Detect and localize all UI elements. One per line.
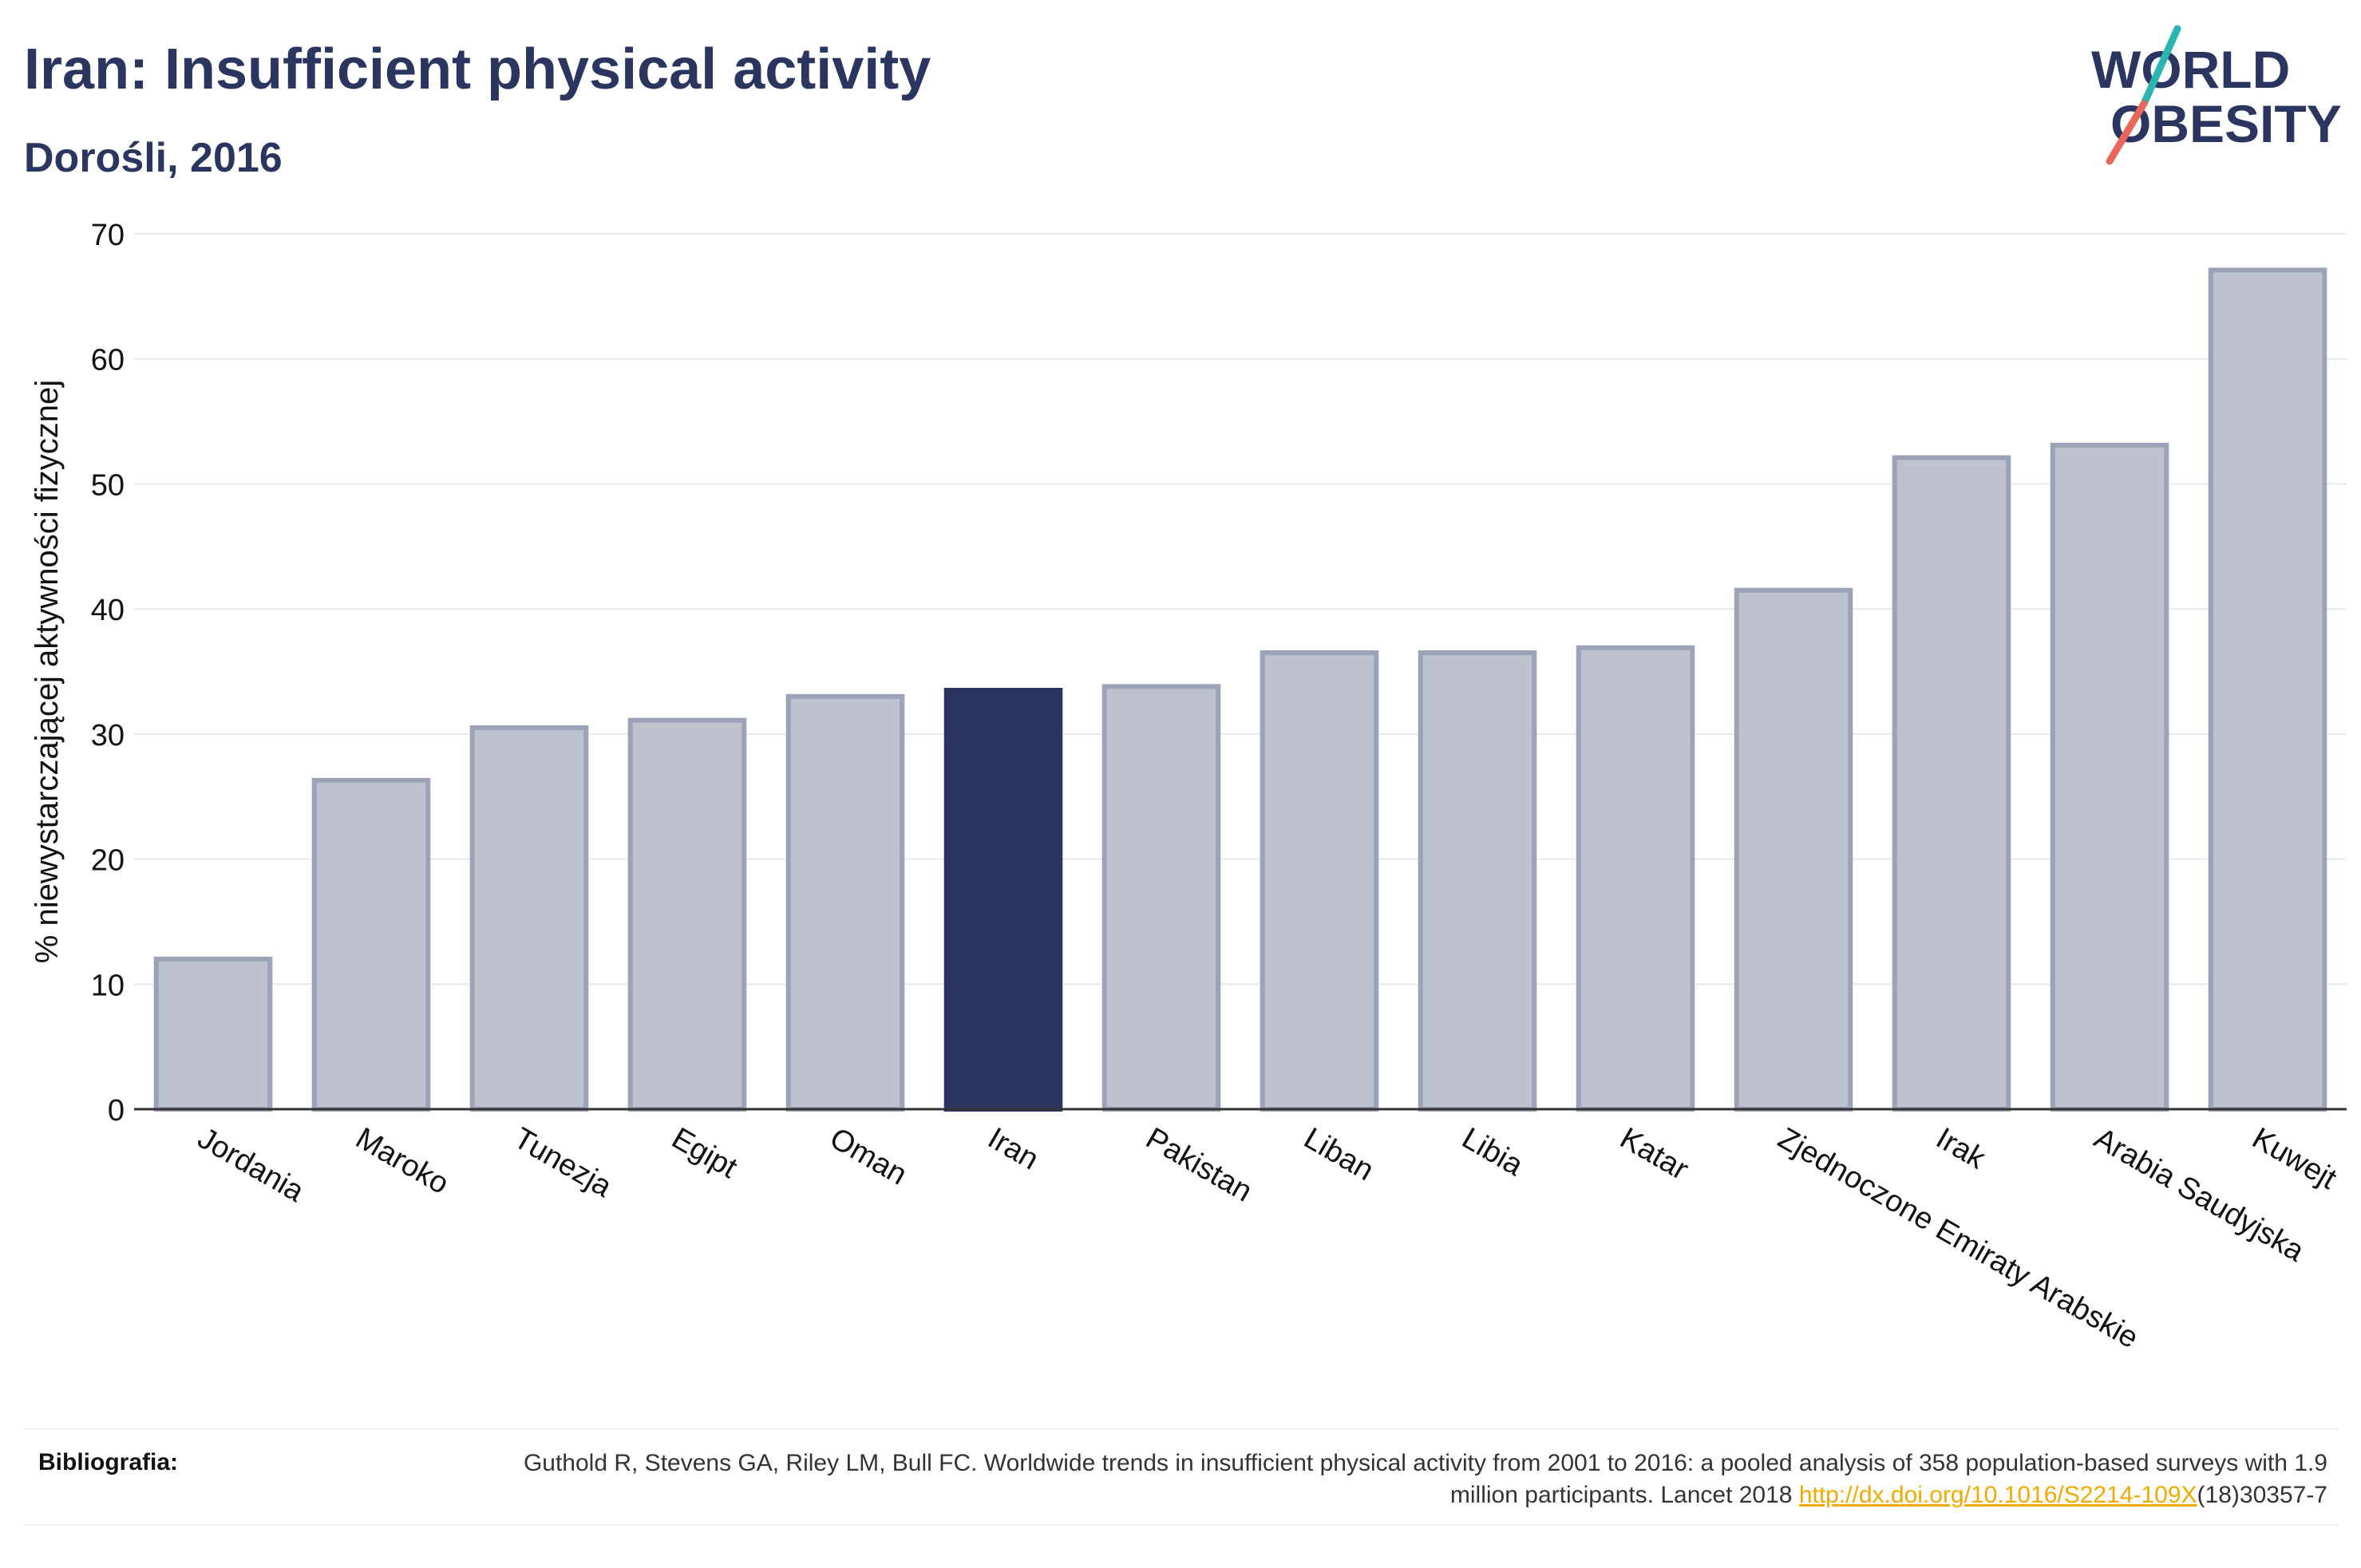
chart-title: Iran: Insufficient physical activity [24,38,931,101]
logo-text-world: WORLD [2091,40,2290,99]
logo-slash-teal [2140,25,2181,108]
x-tick-label: Oman [825,1121,913,1191]
citation-part2: (18)30357-7 [2197,1482,2327,1508]
logo-text-obesity: OBESITY [2110,94,2342,153]
bar-arabia-saudyjska [2050,442,2169,1112]
x-tick-label: Libia [1457,1121,1529,1183]
x-tick-label: Katar [1615,1121,1695,1187]
y-tick-label: 50 [91,468,125,502]
bar-tunezja [469,725,589,1112]
chart-subtitle: Dorośli, 2016 [24,135,283,181]
citation-part1: Guthold R, Stevens GA, Riley LM, Bull FC… [523,1450,2327,1508]
bar-katar [1576,645,1695,1112]
bar-kuwejt [2208,267,2327,1112]
bar-iran [943,688,1063,1112]
bar-oman [785,693,905,1112]
y-tick-label: 20 [91,844,125,878]
x-tick-label: Irak [1931,1121,1992,1176]
footer-divider-top [24,1428,2339,1430]
bar-egipt [627,717,747,1112]
bar-libia [1418,650,1537,1112]
x-tick-label: Liban [1299,1121,1380,1187]
y-tick-label: 30 [91,719,125,752]
y-tick-label: 70 [91,219,125,252]
x-tick-label: Pakistan [1141,1121,1258,1208]
y-axis: 0 10 20 30 40 50 60 70 [91,219,125,1128]
grid-layer [134,233,2347,985]
y-tick-label: 60 [91,344,125,377]
footer-divider-bottom [24,1524,2339,1526]
bibliography-label: Bibliografia: [38,1449,179,1475]
doi-link[interactable]: http://dx.doi.org/10.1016/S2214-109X [1798,1482,2197,1508]
world-obesity-logo: WORLD OBESITY [2091,25,2342,165]
x-tick-label: Maroko [350,1121,455,1201]
y-axis-label: % niewystarczającej aktywności fizycznej [30,380,65,963]
bar-zjednoczone-emiraty-arabskie [1734,587,1853,1112]
x-tick-label: Kuwejt [2247,1121,2343,1196]
bar-chart: 0 10 20 30 40 50 60 70 Jordania Maroko Tunezja Egi… [30,219,2347,1355]
y-tick-label: 0 [108,1094,125,1128]
bar-maroko [311,777,431,1112]
citation-text: Guthold R, Stevens GA, Riley LM, Bull FC… [492,1448,2327,1511]
logo-slash-coral [2106,100,2148,165]
x-axis: Jordania Maroko Tunezja Egipt Oman Iran Pakist… [134,1108,2347,1355]
x-tick-label: Iran [983,1121,1045,1176]
bar-pakistan [1101,684,1221,1112]
x-tick-label: Tunezja [508,1121,619,1204]
x-tick-label: Egipt [666,1121,743,1185]
bar-liban [1260,650,1379,1112]
x-tick-label: Jordania [192,1121,310,1209]
bar-jordania [153,956,273,1112]
y-tick-label: 10 [91,969,125,1002]
bar-irak [1892,455,2011,1112]
bars-layer [153,267,2327,1112]
y-tick-label: 40 [91,594,125,627]
